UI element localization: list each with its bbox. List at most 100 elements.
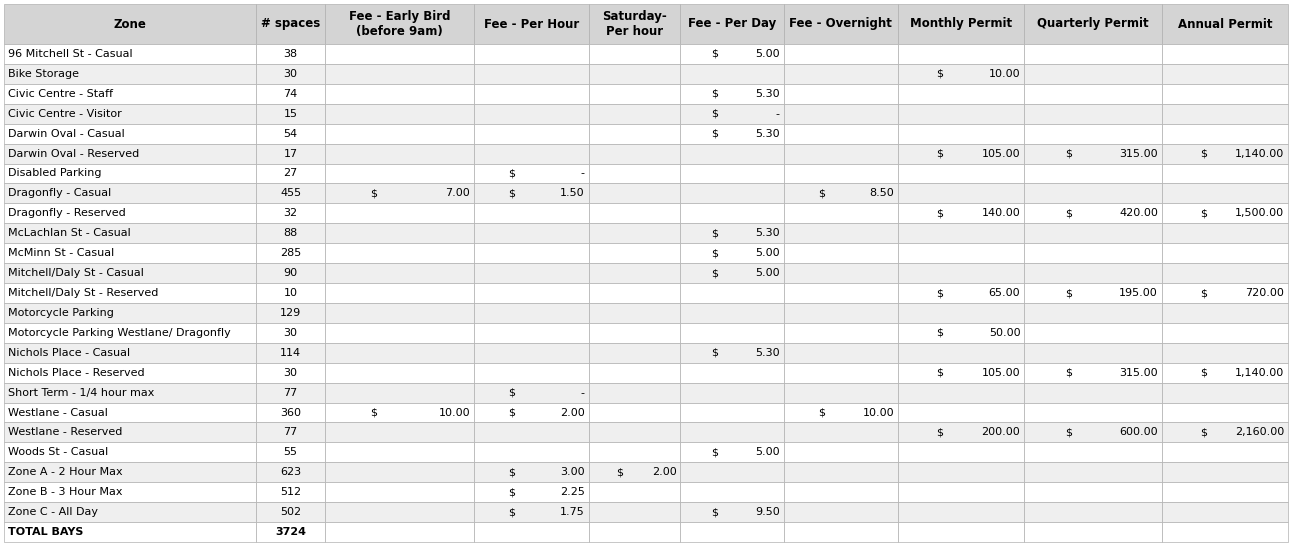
Text: $: $: [935, 367, 943, 378]
Text: 65.00: 65.00: [988, 288, 1021, 298]
Bar: [589, 64, 681, 84]
Text: 10.00: 10.00: [438, 407, 470, 418]
Bar: [783, 462, 898, 482]
Bar: [256, 522, 326, 542]
Text: Nichols Place - Casual: Nichols Place - Casual: [8, 348, 130, 358]
Bar: [474, 283, 589, 303]
Bar: [589, 4, 681, 44]
Text: $: $: [1200, 367, 1207, 378]
Text: 3.00: 3.00: [559, 467, 585, 477]
Bar: [326, 303, 474, 323]
Text: -: -: [580, 169, 585, 179]
Text: 455: 455: [280, 188, 301, 198]
Bar: [681, 423, 783, 442]
Text: -: -: [775, 109, 779, 118]
Bar: [681, 84, 783, 104]
Bar: [1025, 502, 1162, 522]
Bar: [783, 343, 898, 363]
Bar: [326, 482, 474, 502]
Text: $: $: [935, 149, 943, 158]
Bar: [474, 442, 589, 462]
Text: 360: 360: [280, 407, 301, 418]
Bar: [589, 104, 681, 124]
Bar: [474, 462, 589, 482]
Bar: [589, 163, 681, 183]
Bar: [474, 402, 589, 423]
Text: Darwin Oval - Casual: Darwin Oval - Casual: [8, 129, 125, 139]
Bar: [256, 144, 326, 163]
Bar: [256, 423, 326, 442]
Bar: [4, 442, 256, 462]
Bar: [681, 502, 783, 522]
Bar: [589, 502, 681, 522]
Bar: [474, 383, 589, 402]
Text: Quarterly Permit: Quarterly Permit: [1037, 17, 1149, 31]
Text: Disabled Parking: Disabled Parking: [8, 169, 102, 179]
Bar: [1025, 203, 1162, 223]
Bar: [4, 402, 256, 423]
Bar: [326, 283, 474, 303]
Text: $: $: [616, 467, 623, 477]
Text: 129: 129: [280, 308, 301, 318]
Text: 5.00: 5.00: [755, 248, 779, 258]
Bar: [474, 104, 589, 124]
Text: Bike Storage: Bike Storage: [8, 69, 79, 79]
Bar: [256, 343, 326, 363]
Text: 105.00: 105.00: [982, 367, 1021, 378]
Bar: [326, 323, 474, 343]
Bar: [1025, 64, 1162, 84]
Bar: [783, 124, 898, 144]
Text: McLachlan St - Casual: McLachlan St - Casual: [8, 228, 130, 238]
Bar: [256, 104, 326, 124]
Bar: [256, 303, 326, 323]
Text: Civic Centre - Visitor: Civic Centre - Visitor: [8, 109, 121, 118]
Bar: [1025, 243, 1162, 263]
Bar: [1162, 522, 1288, 542]
Bar: [589, 482, 681, 502]
Bar: [589, 402, 681, 423]
Bar: [783, 423, 898, 442]
Bar: [898, 223, 1025, 243]
Bar: [898, 383, 1025, 402]
Bar: [783, 303, 898, 323]
Text: $: $: [935, 69, 943, 79]
Bar: [898, 462, 1025, 482]
Bar: [1162, 64, 1288, 84]
Bar: [4, 4, 256, 44]
Bar: [589, 203, 681, 223]
Bar: [326, 223, 474, 243]
Bar: [4, 104, 256, 124]
Text: McMinn St - Casual: McMinn St - Casual: [8, 248, 114, 258]
Bar: [474, 323, 589, 343]
Text: 30: 30: [284, 328, 297, 338]
Bar: [474, 163, 589, 183]
Bar: [783, 383, 898, 402]
Bar: [1162, 104, 1288, 124]
Text: Fee - Per Day: Fee - Per Day: [687, 17, 776, 31]
Text: $: $: [712, 348, 718, 358]
Bar: [4, 223, 256, 243]
Bar: [4, 243, 256, 263]
Bar: [4, 84, 256, 104]
Bar: [589, 283, 681, 303]
Bar: [1162, 84, 1288, 104]
Bar: [256, 323, 326, 343]
Bar: [898, 183, 1025, 203]
Bar: [681, 442, 783, 462]
Bar: [1025, 482, 1162, 502]
Text: 5.30: 5.30: [755, 348, 779, 358]
Bar: [898, 263, 1025, 283]
Bar: [474, 303, 589, 323]
Bar: [898, 482, 1025, 502]
Bar: [326, 163, 474, 183]
Bar: [783, 243, 898, 263]
Bar: [898, 243, 1025, 263]
Bar: [1162, 303, 1288, 323]
Text: Woods St - Casual: Woods St - Casual: [8, 447, 109, 458]
Text: 77: 77: [283, 428, 297, 437]
Text: 200.00: 200.00: [982, 428, 1021, 437]
Bar: [1162, 383, 1288, 402]
Bar: [256, 263, 326, 283]
Text: 7.00: 7.00: [446, 188, 470, 198]
Bar: [4, 423, 256, 442]
